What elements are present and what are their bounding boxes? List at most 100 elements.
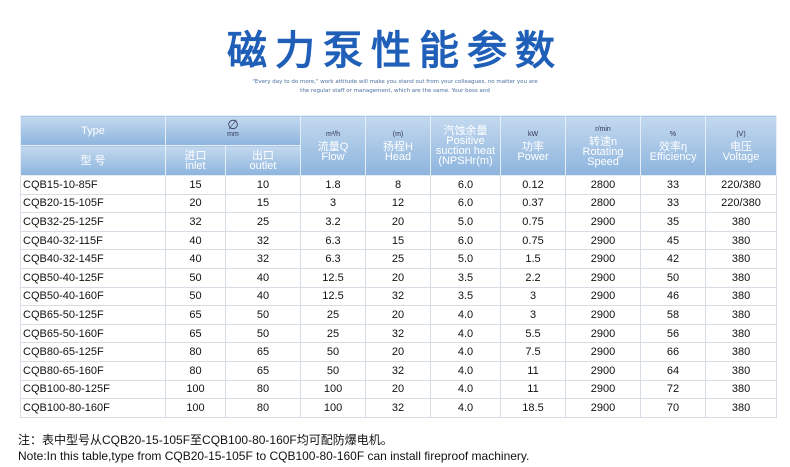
value-cell: 100 [300,398,367,418]
value-cell: 40 [165,230,226,251]
table-row: CQB100-80-160F 100 80 100 32 4.0 18.5 2900 70 380 [20,398,778,418]
spec-table: Type ∅ mm m³/h 流量Q Flow (m) 扬程H Head 汽蚀余量 Positive… [20,115,778,418]
value-cell: 2900 [565,305,642,325]
value-cell: 20 [365,379,432,400]
value-cell: 80 [165,360,226,381]
value-cell: 2900 [565,249,642,269]
value-cell: 3.2 [300,212,367,232]
value-cell: 11 [500,379,567,400]
value-cell: 65 [224,342,302,362]
value-cell: 4.0 [430,360,502,381]
value-cell: 3 [500,286,567,307]
value-cell: 32 [224,249,302,269]
value-cell: 35 [640,212,707,232]
header-row: Type ∅ mm m³/h 流量Q Flow (m) 扬程H Head 汽蚀余量 Positive… [20,115,778,176]
table-row: CQB100-80-125F 100 80 100 20 4.0 11 2900 72 380 [20,379,778,400]
table-row: CQB65-50-160F 65 50 25 32 4.0 5.5 2900 56 380 [20,323,778,344]
value-cell: 50 [165,286,226,307]
table-row: CQB65-50-125F 65 50 25 20 4.0 3 2900 58 380 [20,305,778,325]
value-cell: 50 [224,323,302,344]
header-cell: (V) 电压 Voltage [705,115,778,176]
value-cell: 25 [300,323,367,344]
value-cell: 12.5 [300,286,367,307]
unit: (m) [392,130,404,138]
value-cell: 0.75 [500,230,567,251]
diameter-symbol: ∅ [227,116,239,132]
header-cell: Type [20,115,166,146]
unit: r/min [595,125,611,133]
value-cell: 18.5 [500,398,567,418]
type-cell: CQB15-10-85F [20,175,166,195]
value-cell: 2900 [565,286,642,307]
type-cell: CQB100-80-125F [20,379,166,400]
type-cell: CQB65-50-160F [20,323,166,344]
value-cell: 50 [300,360,367,381]
type-cell: CQB80-65-125F [20,342,166,362]
header-en: Head [384,150,412,163]
value-cell: 15 [365,230,432,251]
note: Note:In this table,type from CQB20-15-10… [18,449,530,463]
header-row: 型 号进口 inlet 出口 outlet [20,145,777,176]
value-cell: 72 [640,379,707,400]
header-cn: 效率η [658,140,688,153]
value-cell: 100 [165,379,226,400]
type-cell: CQB40-32-145F [20,249,166,269]
table-body: CQB15-10-85F 15 10 1.8 8 6.0 0.12 2800 33 220/380… [20,175,778,418]
table-row: CQB40-32-145F 40 32 6.3 25 5.0 1.5 2900 42 380 [20,249,778,269]
value-cell: 46 [640,286,707,307]
type-cell: CQB50-40-160F [20,286,166,307]
header-cell: r/min 转速n Rotating Speed [565,115,642,176]
value-cell: 2900 [565,379,642,400]
header-cn: 功率 [522,140,545,153]
value-cell: 380 [705,230,778,251]
value-cell: 50 [165,267,226,288]
value-cell: 65 [165,323,226,344]
value-cell: 3.5 [430,267,502,288]
type-cell: CQB50-40-125F [20,267,166,288]
unit: kW [527,130,539,138]
value-cell: 40 [165,249,226,269]
table-row: CQB40-32-115F 40 32 6.3 15 6.0 0.75 2900 45 380 [20,230,778,251]
header-cn: 扬程H [383,140,413,153]
value-cell: 380 [705,323,778,344]
value-cell: 6.0 [430,175,502,195]
table-row: CQB20-15-105F 20 15 3 12 6.0 0.37 2800 33 220/380 [20,193,778,214]
value-cell: 5.0 [430,212,502,232]
value-cell: 33 [640,175,707,195]
value-cell: 4.0 [430,398,502,418]
header-cell: (m) 扬程H Head [365,115,432,176]
value-cell: 15 [224,193,302,214]
value-cell: 50 [640,267,707,288]
header-group: ∅ mm [164,115,302,146]
value-cell: 40 [224,267,302,288]
value-cell: 80 [224,398,302,418]
value-cell: 380 [705,305,778,325]
value-cell: 2800 [565,193,642,214]
table-row: CQB15-10-85F 15 10 1.8 8 6.0 0.12 2800 33 220/380 [20,175,778,195]
value-cell: 4.0 [430,323,502,344]
value-cell: 32 [165,212,226,232]
value-cell: 4.0 [430,342,502,362]
value-cell: 380 [705,360,778,381]
value-cell: 32 [365,323,432,344]
slogan: "Every day to do more," work attitude wi… [0,78,790,96]
value-cell: 20 [165,193,226,214]
value-cell: 2800 [565,175,642,195]
value-cell: 11 [500,360,567,381]
header-cn: 出口 [252,149,274,162]
value-cell: 25 [365,249,432,269]
header-cell: 汽蚀余量 Positive suction heat (NPSHr(m) [430,115,502,176]
value-cell: 42 [640,249,707,269]
unit: % [669,130,677,138]
value-cell: 220/380 [705,193,778,214]
header-en: Flow [321,150,345,163]
header-en: Power [517,150,549,163]
value-cell: 6.0 [430,230,502,251]
header-en: Rotating Speed [582,145,624,168]
value-cell: 32 [365,398,432,418]
table-row: CQB80-65-160F 80 65 50 32 4.0 11 2900 64 380 [20,360,778,381]
value-cell: 56 [640,323,707,344]
value-cell: 50 [224,305,302,325]
unit: mm [227,130,239,138]
